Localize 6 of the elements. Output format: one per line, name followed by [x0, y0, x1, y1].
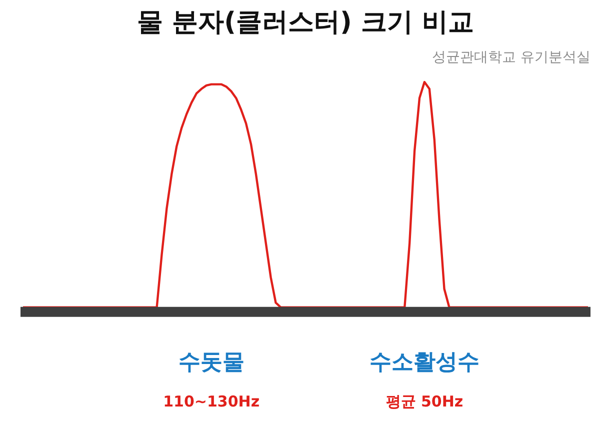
text: 110~130Hz	[163, 392, 260, 411]
chart-subtitle: 성균관대학교 유기분석실	[432, 50, 591, 66]
text: 수돗물	[178, 350, 244, 376]
text: 평균 50Hz	[386, 392, 464, 411]
text: 수소활성수	[369, 350, 480, 376]
chart-title: 물 분자(클러스터) 크기 비교	[137, 8, 474, 38]
